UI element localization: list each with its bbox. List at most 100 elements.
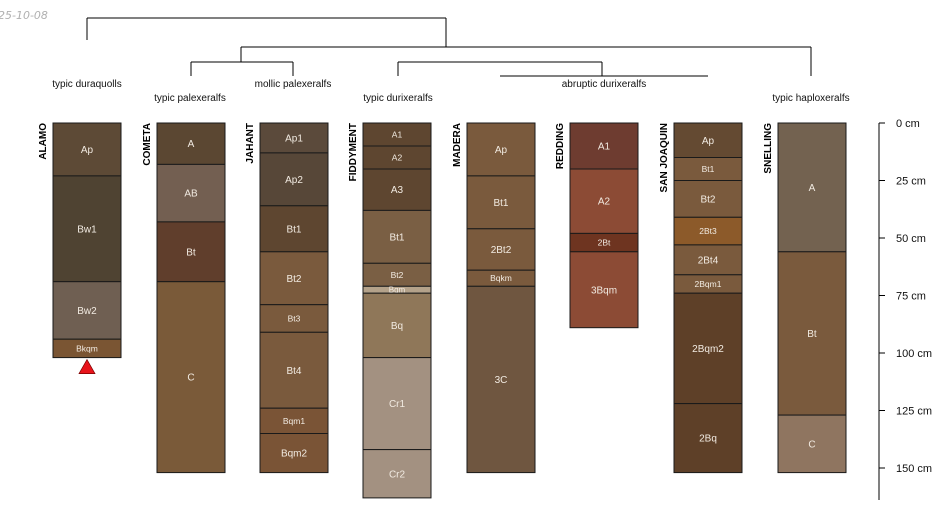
horizon-label: Bqm1 [283,416,305,426]
horizon-label: Bqm2 [281,449,308,460]
horizon-bt2 [673,180,743,218]
horizon-bqm1 [259,407,329,435]
profile-snelling: A Bt C SNELLING [763,122,847,474]
horizon-cr2 [362,449,432,499]
depth-tick-label: 125 cm [896,406,932,418]
horizon-3c [466,285,536,474]
horizon-label: 3C [495,375,508,386]
horizon-2bt3 [673,216,743,246]
horizon-3bqm [569,251,639,329]
horizon-label: Ap2 [285,175,303,186]
horizon-label: Bt [186,247,196,258]
horizon-label: 2Bt3 [699,226,717,236]
profile-name: REDDING [555,123,566,169]
horizon-bt3 [259,304,329,333]
depth-tick-label: 0 cm [896,118,920,130]
profile-san-joaquin: Ap Bt1 Bt2 2Bt3 2Bt4 2Bqm1 2Bqm2 2Bq SAN JOAQUIN [659,122,743,474]
horizon-label: Bt2 [700,194,715,205]
horizon-label: C [808,439,815,450]
horizon-label: Bkqm [76,343,98,353]
horizon-label: Bqkm [490,273,512,283]
horizon-ap [466,122,536,177]
horizon-bt [156,221,226,283]
profile-name: ALAMO [38,123,49,160]
horizon-label: Ap [495,145,508,156]
horizon-label: 2Bqm2 [692,344,724,355]
horizon-ab [156,163,226,223]
horizon-label: C [187,373,194,384]
horizon-label: Bt3 [288,313,301,323]
horizon-label: A2 [392,152,403,162]
horizon-2bqm2 [673,292,743,405]
horizon-label: Ap1 [285,133,303,144]
horizon-label: A1 [598,142,611,153]
red-triangle-marker [78,358,96,374]
profile-cometa: A AB Bt C COMETA [142,122,226,474]
horizon-ap [673,122,743,158]
horizon-ap [52,122,122,177]
profile-alamo: Ap Bw1 Bw2 Bkqm ALAMO [38,122,122,374]
horizon-bw1 [52,175,122,283]
horizon-label: Bt4 [286,366,301,377]
profile-name: SAN JOAQUIN [659,123,670,192]
horizon-ap1 [259,122,329,154]
profile-name: MADERA [452,123,463,167]
horizon-2bt4 [673,244,743,276]
group-label-abruptic-durixeralfs: abruptic durixeralfs [562,79,646,90]
horizon-label: Cr1 [389,399,406,410]
horizon-label: 2Bt4 [698,255,719,266]
horizon-label: Cr2 [389,469,406,480]
horizon-label: Bw2 [77,306,97,317]
group-label-typic-haploxeralfs: typic haploxeralfs [772,93,849,104]
profile-name: FIDDYMENT [348,123,359,181]
horizon-a3 [362,168,432,211]
horizon-bt [777,251,847,416]
horizon-bqm2 [259,433,329,474]
profile-redding: A1 A2 2Bt 3Bqm REDDING [555,122,639,329]
horizon-label: 3Bqm [591,285,617,296]
horizon-label: A1 [392,129,403,139]
horizon-bt2 [259,251,329,306]
horizon-label: 2Bq [699,434,717,445]
depth-tick-label: 150 cm [896,463,932,475]
depth-tick-label: 75 cm [896,291,926,303]
horizon-label: Bt1 [286,224,301,235]
group-label-mollic-palexeralfs: mollic palexeralfs [255,79,332,90]
profile-name: COMETA [142,123,153,166]
horizon-label: A [188,139,195,150]
horizon-cr1 [362,357,432,451]
horizon-c [156,281,226,474]
dendrogram [86,17,812,77]
horizon-bq [362,292,432,359]
depth-tick-label: 100 cm [896,348,932,360]
horizon-label: Bqm [389,286,406,295]
horizon-a [777,122,847,253]
group-label-typic-duraquolls: typic duraquolls [52,79,121,90]
horizon-label: 2Bt [598,238,611,248]
horizon-bw2 [52,281,122,340]
horizon-label: Bt2 [286,274,301,285]
profile-name: SNELLING [763,123,774,174]
horizon-a [156,122,226,165]
profile-fiddyment: A1 A2 A3 Bt1 Bt2 Bqm Bq Cr1 Cr2 FIDDYMENT [348,122,432,499]
horizon-label: Bw1 [77,224,97,235]
horizon-label: Bt2 [391,270,404,280]
horizon-label: A [809,183,816,194]
horizon-2bt2 [466,228,536,271]
horizon-c [777,414,847,474]
horizon-bkqm [52,338,122,359]
group-label-typic-palexeralfs: typic palexeralfs [154,93,226,104]
horizon-ap2 [259,152,329,207]
horizon-a1 [569,122,639,170]
horizon-bt1 [362,209,432,264]
horizon-label: Bt1 [389,232,404,243]
horizon-label: Ap [702,136,715,147]
horizon-label: Bt1 [702,164,715,174]
horizon-label: Bt [807,329,817,340]
depth-tick-label: 50 cm [896,233,926,245]
horizon-label: Bt1 [493,198,508,209]
profile-madera: Ap Bt1 2Bt2 Bqkm 3C MADERA [452,122,536,474]
horizon-label: A2 [598,197,611,208]
